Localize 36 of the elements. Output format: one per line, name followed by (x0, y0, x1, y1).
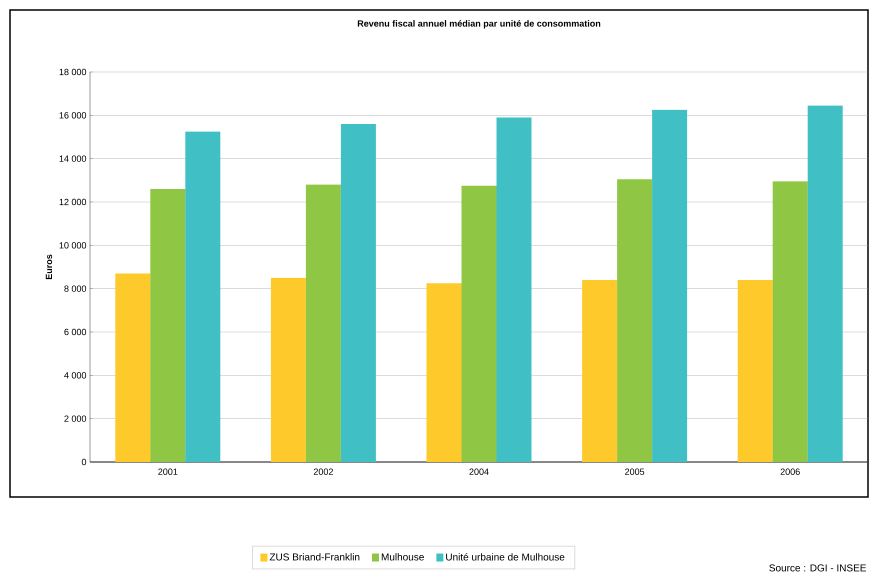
chart-title: Revenu fiscal annuel médian par unité de consommation (358, 20, 600, 28)
y-tick-label: 14 000 (60, 155, 86, 162)
y-tick-label: 12 000 (60, 198, 86, 206)
bar (582, 280, 618, 462)
x-tick-label: 2004 (469, 468, 489, 475)
legend-label: Unité urbaine de Mulhouse (446, 553, 564, 561)
y-tick-label: 8 000 (64, 285, 86, 292)
y-tick-label: 16 000 (60, 112, 86, 119)
y-tick-label: 0 (82, 458, 86, 466)
x-tick-label: 2006 (780, 468, 800, 475)
legend-label: ZUS Briand-Franklin (270, 553, 360, 560)
bar (426, 283, 462, 462)
bar (738, 280, 773, 462)
x-tick-label: 2005 (625, 468, 644, 475)
bar (270, 278, 306, 462)
y-axis-title: Euros (46, 254, 52, 280)
y-tick-label: 2 000 (64, 415, 86, 422)
source-note: Source : DGI - INSEE (769, 564, 866, 572)
bar (496, 117, 532, 462)
bar (462, 186, 497, 462)
bar (306, 184, 341, 462)
y-tick-label: 6 000 (64, 328, 86, 336)
bar (115, 273, 150, 462)
bar (617, 179, 652, 462)
x-tick-label: 2001 (158, 468, 178, 475)
y-tick-label: 10 000 (60, 242, 86, 249)
bar (150, 188, 186, 462)
legend-label: Mulhouse (382, 553, 424, 560)
bar (808, 106, 843, 462)
bar (340, 124, 376, 462)
bar (652, 110, 688, 462)
y-tick-label: 4 000 (64, 372, 86, 379)
bar (772, 181, 808, 462)
y-tick-label: 18 000 (60, 68, 86, 76)
x-tick-label: 2002 (314, 468, 333, 475)
bar (185, 132, 220, 462)
